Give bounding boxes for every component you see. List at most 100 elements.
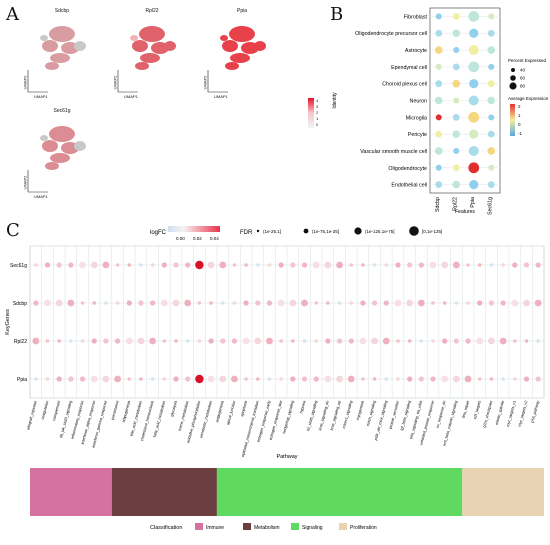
dotplot-c-dot bbox=[102, 261, 110, 269]
dotplot-c-dot bbox=[277, 299, 285, 307]
classification-bar-signaling bbox=[216, 468, 463, 516]
dotplot-b-dot bbox=[488, 13, 495, 20]
dotplot-b-dot bbox=[452, 113, 460, 121]
umap-scale-bar bbox=[308, 98, 314, 128]
dotplot-c-dot bbox=[501, 377, 505, 381]
classification-legend-swatch bbox=[195, 523, 203, 530]
dotplot-c-dot bbox=[372, 263, 377, 267]
cell-type-label: Fibroblast bbox=[404, 14, 428, 20]
dotplot-c-dot bbox=[80, 301, 85, 305]
dotplot-b-dot bbox=[452, 180, 461, 189]
dotplot-c-dot bbox=[267, 263, 272, 267]
pathway-label: apoptosis bbox=[240, 400, 248, 417]
dotplot-c-dot bbox=[278, 262, 284, 268]
dotplot-c-dot bbox=[68, 376, 74, 382]
dotplot-c-dot bbox=[326, 301, 330, 305]
dotplot-b-dot bbox=[468, 61, 480, 73]
dotplot-c-dot bbox=[56, 376, 62, 382]
dotplot-c-dot bbox=[535, 376, 541, 382]
umap-title: Rpl22 bbox=[145, 8, 159, 14]
feature-label: Sec61g bbox=[487, 197, 493, 215]
classification-legend-swatch bbox=[339, 523, 347, 530]
dotplot-c-dot bbox=[34, 377, 38, 381]
dotplot-c-dot bbox=[454, 301, 459, 305]
dotplot-c-dot bbox=[429, 261, 437, 269]
legend-fdr-dot bbox=[409, 226, 419, 236]
dotplot-c-dot bbox=[337, 301, 342, 305]
pathway-label: hedgehog_signaling bbox=[282, 400, 295, 434]
dotplot-c-dot bbox=[523, 376, 530, 382]
dotplot-c-dot bbox=[220, 301, 225, 305]
legend-percent-value: 80 bbox=[520, 84, 526, 89]
dotplot-c-dot bbox=[419, 339, 424, 343]
dotplot-c-dot bbox=[207, 261, 215, 269]
dotplot-c-dot bbox=[523, 299, 530, 307]
pathway-label: xenobiotic_metabolism bbox=[199, 400, 213, 438]
pathway-label: il2_stat5_signaling bbox=[306, 400, 318, 431]
dotplot-c-dot bbox=[395, 262, 401, 268]
cell-type-label: Oligodendrocyte bbox=[388, 166, 427, 172]
dotplot-c-dot bbox=[114, 375, 122, 383]
dotplot-c-dot bbox=[442, 301, 447, 305]
dotplot-c-y-title: KeyGenes bbox=[5, 309, 11, 335]
dotplot-b-dot bbox=[452, 130, 461, 138]
dotplot-c-dot bbox=[336, 338, 343, 344]
dotplot-c-dot bbox=[372, 300, 378, 306]
dotplot-b-dot bbox=[468, 11, 480, 22]
dotplot-c-dot bbox=[242, 337, 250, 345]
dotplot-c-dot bbox=[125, 337, 133, 345]
cell-type-label: Choroid plexus cell bbox=[382, 82, 427, 88]
dotplot-c-dot bbox=[255, 263, 260, 267]
dotplot-b-x-title: Features bbox=[455, 209, 475, 215]
pathway-label: myogenesis bbox=[356, 400, 365, 421]
dotplot-c-dot bbox=[312, 261, 320, 269]
dotplot-b-dot bbox=[469, 79, 479, 89]
dotplot-c-dot bbox=[324, 261, 332, 269]
dotplot-c-dot bbox=[371, 337, 379, 345]
legend-percent-title: Percent Expressed bbox=[508, 58, 547, 63]
dotplot-b-dot bbox=[468, 45, 479, 56]
pathway-label: il6_jak_stat3_signaling bbox=[59, 400, 73, 438]
pathway-label: fatty_acid_metabolism bbox=[153, 400, 167, 438]
dotplot-b-dot bbox=[435, 130, 443, 138]
umap-sdcbp: Sdcbp UMAP1 UMAP2 bbox=[22, 8, 102, 100]
dotplot-c-dot bbox=[396, 339, 400, 343]
dotplot-c-dot bbox=[55, 299, 63, 307]
dotplot-c-dot bbox=[418, 262, 424, 268]
umap-y-label: UMAP2 bbox=[22, 75, 28, 90]
legend-fdr-dot bbox=[303, 228, 309, 234]
classification-bar-proliferation bbox=[462, 468, 544, 516]
dotplot-b-dot bbox=[453, 47, 460, 54]
dotplot-c-dot bbox=[150, 263, 155, 267]
dotplot-c-dot bbox=[361, 377, 365, 381]
dotplot-c-dot bbox=[349, 301, 354, 305]
dotplot-b-dot bbox=[435, 181, 443, 188]
pathway-label: coagulation bbox=[41, 400, 50, 420]
dotplot-c-dot bbox=[139, 263, 143, 267]
dotplot-c-dot bbox=[173, 376, 179, 382]
dotplot-c-dot bbox=[150, 377, 155, 381]
dotplot-c-dot bbox=[243, 300, 249, 306]
dotplot-b-dot bbox=[434, 147, 443, 155]
dotplot-c-dot bbox=[266, 300, 273, 306]
dotplot-c-dot bbox=[45, 339, 50, 343]
dotplot-c-dot bbox=[466, 301, 470, 305]
umap-scale-tick: 2 bbox=[316, 110, 319, 115]
classification-legend-swatch bbox=[243, 523, 251, 530]
pathway-label: bile_acid_metabolism bbox=[130, 400, 143, 436]
dotplot-c-dot bbox=[80, 339, 85, 343]
umap-y-label: UMAP2 bbox=[112, 75, 118, 90]
dotplot-c-dot bbox=[489, 377, 494, 381]
umap-sec61g: Sec61g UMAP1 UMAP2 bbox=[22, 108, 102, 200]
dotplot-c-dot bbox=[489, 263, 494, 267]
dotplot-b-dot bbox=[487, 80, 495, 88]
dotplot-c-dot bbox=[407, 376, 413, 382]
feature-label: Rpl22 bbox=[452, 197, 458, 211]
legend-fdr-dot bbox=[256, 229, 260, 233]
dotplot-c-dot bbox=[255, 377, 260, 381]
legend-percent-value: 40 bbox=[520, 68, 526, 73]
umap-y-label: UMAP2 bbox=[22, 175, 28, 190]
legend-fdr-label: (1e-125,1e-75] bbox=[365, 229, 395, 234]
umap-y-label: UMAP2 bbox=[202, 75, 208, 90]
dotplot-c-dot bbox=[430, 376, 436, 382]
